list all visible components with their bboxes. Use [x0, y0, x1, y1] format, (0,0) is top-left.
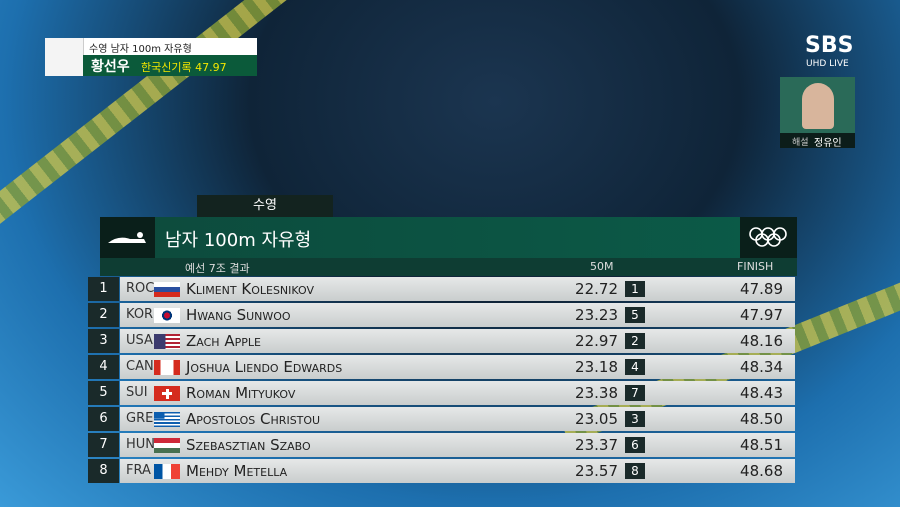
row-background [120, 459, 795, 483]
athlete-name: Mehdy Metella [186, 462, 288, 480]
result-row: 5 SUI Roman Mityukov 23.38 7 48.43 [88, 381, 795, 405]
sport-tab: 수영 [197, 195, 333, 217]
rank: 6 [88, 407, 119, 431]
split-time: 23.57 [575, 462, 618, 480]
split-time: 23.38 [575, 384, 618, 402]
overlay-record: 한국신기록 47.97 [141, 61, 227, 74]
commentator-role: 해설 [792, 138, 809, 148]
split-rank: 2 [625, 333, 645, 349]
commentator-photo [802, 83, 834, 129]
country-code: GRE [126, 411, 154, 426]
result-row: 4 CAN Joshua Liendo Edwards 23.18 4 48.34 [88, 355, 795, 379]
olympic-rings [740, 217, 797, 258]
board-subtitle: 예선 7조 결과 [185, 262, 250, 275]
overlay-athlete: 황선우 [91, 59, 130, 75]
country-code: USA [126, 333, 153, 348]
athlete-name: Hwang Sunwoo [186, 306, 291, 324]
row-background [120, 303, 795, 327]
finish-time: 48.43 [740, 384, 783, 402]
athlete-name: Joshua Liendo Edwards [186, 358, 343, 376]
row-background [120, 407, 795, 431]
flag [154, 412, 180, 427]
athlete-name: Kliment Kolesnikov [186, 280, 314, 298]
row-background [120, 381, 795, 405]
broadcaster-tag: UHD LIVE [806, 59, 849, 69]
result-row: 6 GRE Apostolos Christou 23.05 3 48.50 [88, 407, 795, 431]
split-rank: 6 [625, 437, 645, 453]
rank: 5 [88, 381, 119, 405]
split-time: 23.05 [575, 410, 618, 428]
country-code: HUN [126, 437, 156, 452]
finish-time: 48.16 [740, 332, 783, 350]
swim-icon-svg [108, 232, 146, 243]
split-time: 22.97 [575, 332, 618, 350]
split-time: 22.72 [575, 280, 618, 298]
country-code: KOR [126, 307, 154, 322]
country-code: SUI [126, 385, 148, 400]
finish-time: 48.51 [740, 436, 783, 454]
flag [154, 360, 180, 375]
result-row: 2 KOR Hwang Sunwoo 23.23 5 47.97 [88, 303, 795, 327]
commentator-name: 정유인 [814, 138, 842, 149]
rank: 7 [88, 433, 119, 457]
flag [154, 464, 180, 479]
title-bar: 남자 100m 자유형 [100, 217, 797, 258]
split-header: 50M [590, 260, 614, 273]
row-background [120, 329, 795, 353]
athlete-name: Apostolos Christou [186, 410, 321, 428]
overlay-event: 수영 남자 100m 자유형 [89, 44, 192, 55]
rings-svg [749, 227, 787, 247]
swim-icon [100, 217, 155, 258]
flag [154, 334, 180, 349]
result-row: 3 USA Zach Apple 22.97 2 48.16 [88, 329, 795, 353]
rank: 2 [88, 303, 119, 327]
finish-time: 48.50 [740, 410, 783, 428]
row-background [120, 355, 795, 379]
rank: 1 [88, 277, 119, 301]
row-background [120, 277, 795, 301]
athlete-name: Szebasztian Szabo [186, 436, 311, 454]
split-time: 23.37 [575, 436, 618, 454]
split-rank: 4 [625, 359, 645, 375]
commentator-box: 해설 정유인 [780, 77, 855, 149]
subheader: 예선 7조 결과 50M FINISH [100, 258, 797, 276]
country-code: FRA [126, 463, 151, 478]
overlay-banner: 수영 남자 100m 자유형 황선우 한국신기록 47.97 [45, 38, 257, 76]
split-time: 23.23 [575, 306, 618, 324]
flag [154, 282, 180, 297]
country-code: ROC [126, 281, 155, 296]
finish-time: 48.34 [740, 358, 783, 376]
rank: 3 [88, 329, 119, 353]
overlay-bar [83, 55, 257, 76]
split-rank: 8 [625, 463, 645, 479]
split-time: 23.18 [575, 358, 618, 376]
split-rank: 5 [625, 307, 645, 323]
finish-header: FINISH [737, 260, 774, 273]
result-row: 1 ROC Kliment Kolesnikov 22.72 1 47.89 [88, 277, 795, 301]
result-row: 7 HUN Szebasztian Szabo 23.37 6 48.51 [88, 433, 795, 457]
rank: 8 [88, 459, 119, 483]
flag [154, 308, 180, 323]
broadcaster-logo: SBS [805, 33, 854, 58]
split-rank: 3 [625, 411, 645, 427]
board-title: 남자 100m 자유형 [165, 230, 312, 251]
result-row: 8 FRA Mehdy Metella 23.57 8 48.68 [88, 459, 795, 483]
finish-time: 48.68 [740, 462, 783, 480]
olympic-emblem [45, 38, 84, 76]
rank: 4 [88, 355, 119, 379]
country-code: CAN [126, 359, 154, 374]
finish-time: 47.89 [740, 280, 783, 298]
row-background [120, 433, 795, 457]
flag [154, 386, 180, 401]
commentator-bar [780, 133, 855, 148]
split-rank: 1 [625, 281, 645, 297]
athlete-name: Roman Mityukov [186, 384, 296, 402]
split-rank: 7 [625, 385, 645, 401]
finish-time: 47.97 [740, 306, 783, 324]
flag [154, 438, 180, 453]
athlete-name: Zach Apple [186, 332, 261, 350]
